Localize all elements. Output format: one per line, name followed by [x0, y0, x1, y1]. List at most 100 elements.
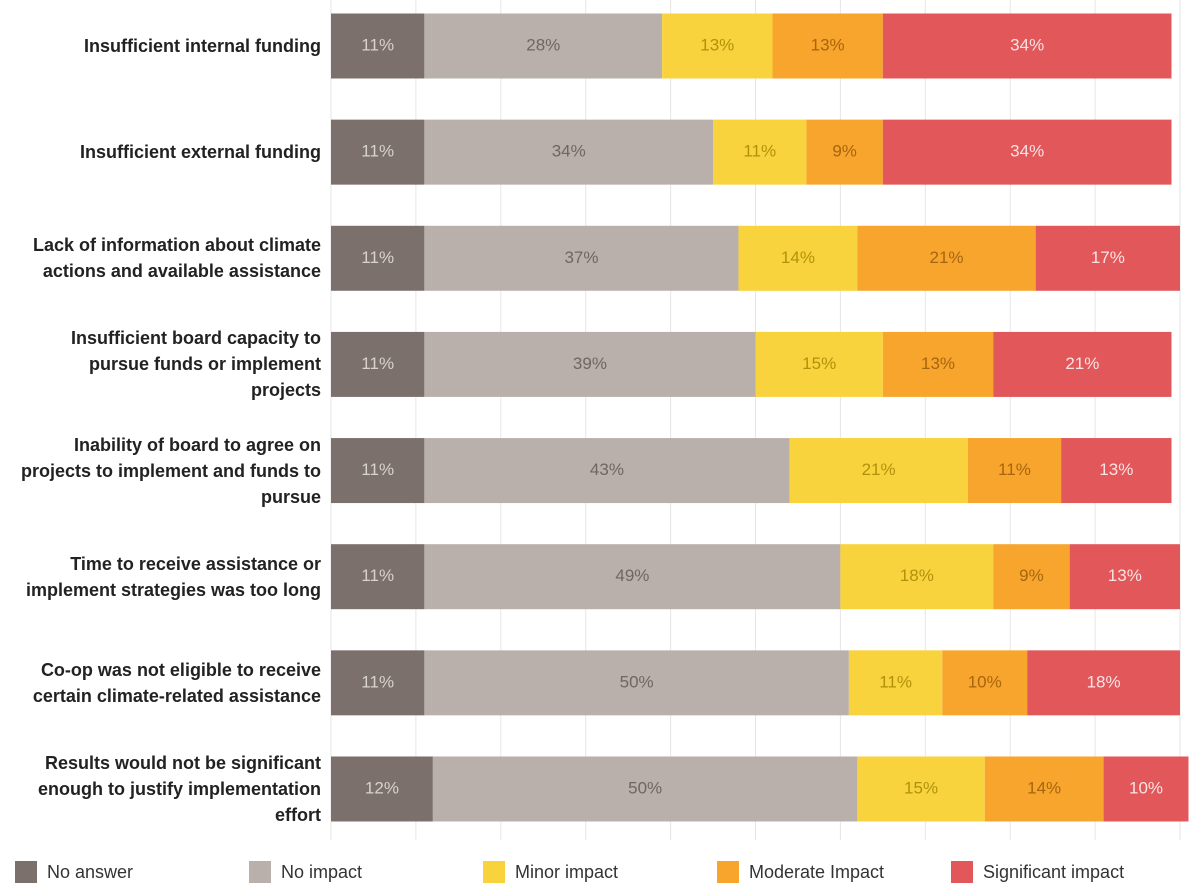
- bar-segment: [1027, 650, 1180, 716]
- value-label: 11%: [361, 248, 394, 267]
- bar-segment: [993, 331, 1172, 397]
- bar-segment: [1061, 438, 1172, 504]
- legend-label: Minor impact: [515, 862, 618, 882]
- value-label: 9%: [1019, 566, 1044, 585]
- legend-swatch: [483, 861, 505, 883]
- value-label: 13%: [700, 35, 734, 54]
- bar-segment: [432, 756, 858, 822]
- bar-segment: [882, 13, 1172, 79]
- bar-segment: [713, 119, 807, 185]
- value-label: 18%: [1087, 672, 1121, 691]
- bar-segment: [857, 225, 1036, 291]
- bar-segment: [424, 119, 714, 185]
- value-label: 15%: [904, 778, 938, 797]
- legend-swatch: [249, 861, 271, 883]
- bar-segment: [424, 331, 756, 397]
- bar-segment: [424, 13, 663, 79]
- value-label: 11%: [361, 566, 394, 585]
- value-label: 11%: [361, 142, 394, 161]
- bar-segment: [331, 756, 433, 822]
- bar-segment: [331, 331, 425, 397]
- value-label: 13%: [1099, 460, 1133, 479]
- bar-segment: [331, 119, 425, 185]
- value-label: 21%: [1065, 354, 1099, 373]
- value-label: 49%: [615, 566, 649, 585]
- value-label: 10%: [1129, 778, 1163, 797]
- bar-segment: [662, 13, 773, 79]
- category-label: Insufficient board capacity to pursue fu…: [70, 328, 321, 401]
- value-label: 21%: [862, 460, 896, 479]
- bar-segment: [806, 119, 883, 185]
- bar-segment: [967, 438, 1062, 504]
- category-label: Co-op was not eligible to receive certai…: [32, 659, 321, 706]
- value-label: 11%: [361, 460, 394, 479]
- value-label: 11%: [361, 672, 394, 691]
- value-label: 18%: [900, 566, 934, 585]
- value-label: 11%: [743, 142, 776, 161]
- value-label: 13%: [921, 354, 955, 373]
- bar-segment: [882, 119, 1172, 185]
- legend-label: Significant impact: [983, 862, 1124, 882]
- legend-swatch: [951, 861, 973, 883]
- bar-segment: [331, 650, 425, 716]
- value-label: 9%: [832, 142, 857, 161]
- value-label: 43%: [590, 460, 624, 479]
- value-label: 37%: [564, 248, 598, 267]
- bar-segment: [848, 650, 943, 716]
- value-label: 13%: [1108, 566, 1142, 585]
- bar-segment: [331, 544, 425, 610]
- value-label: 11%: [998, 460, 1031, 479]
- legend-swatch: [15, 861, 37, 883]
- category-label: Insufficient external funding: [79, 142, 321, 163]
- bar-segment: [755, 331, 883, 397]
- bar-segment: [424, 544, 841, 610]
- value-label: 50%: [628, 778, 662, 797]
- bar-segment: [857, 756, 985, 822]
- bar-segment: [840, 544, 994, 610]
- bar-segment: [424, 225, 739, 291]
- bar-segment: [1069, 544, 1180, 610]
- category-label: Inability of board to agree on projects …: [21, 434, 322, 507]
- value-label: 21%: [930, 248, 964, 267]
- value-label: 12%: [365, 778, 399, 797]
- bar-segment: [1035, 225, 1180, 291]
- bar-segment: [738, 225, 858, 291]
- value-label: 13%: [811, 35, 845, 54]
- bar-segment: [882, 331, 994, 397]
- value-label: 34%: [552, 142, 586, 161]
- category-label: Insufficient internal funding: [84, 36, 321, 56]
- category-label: Time to receive assistance or implement …: [25, 553, 321, 600]
- value-label: 17%: [1091, 248, 1125, 267]
- category-label: Lack of information about climate action…: [32, 235, 321, 282]
- bar-segment: [984, 756, 1104, 822]
- bar-segment: [331, 438, 425, 504]
- bar-segment: [424, 650, 849, 716]
- bar-segment: [424, 438, 790, 504]
- value-label: 11%: [879, 672, 912, 691]
- bar-segment: [772, 13, 883, 79]
- value-label: 10%: [968, 672, 1002, 691]
- bar-segment: [789, 438, 968, 504]
- bar-segment: [331, 225, 425, 291]
- value-label: 28%: [526, 35, 560, 54]
- value-label: 11%: [361, 354, 394, 373]
- value-label: 34%: [1010, 142, 1044, 161]
- legend-swatch: [717, 861, 739, 883]
- value-label: 11%: [361, 35, 394, 54]
- bar-segment: [331, 13, 425, 79]
- value-label: 39%: [573, 354, 607, 373]
- value-label: 14%: [781, 248, 815, 267]
- category-label: Results would not be significant enough …: [38, 752, 321, 825]
- legend-label: No impact: [281, 862, 362, 882]
- legend-label: No answer: [47, 862, 133, 882]
- value-label: 50%: [620, 672, 654, 691]
- value-label: 14%: [1027, 778, 1061, 797]
- value-label: 34%: [1010, 35, 1044, 54]
- legend-label: Moderate Impact: [749, 862, 884, 882]
- bar-segment: [1103, 756, 1189, 822]
- value-label: 15%: [802, 354, 836, 373]
- bar-segment: [942, 650, 1028, 716]
- bar-segment: [993, 544, 1070, 610]
